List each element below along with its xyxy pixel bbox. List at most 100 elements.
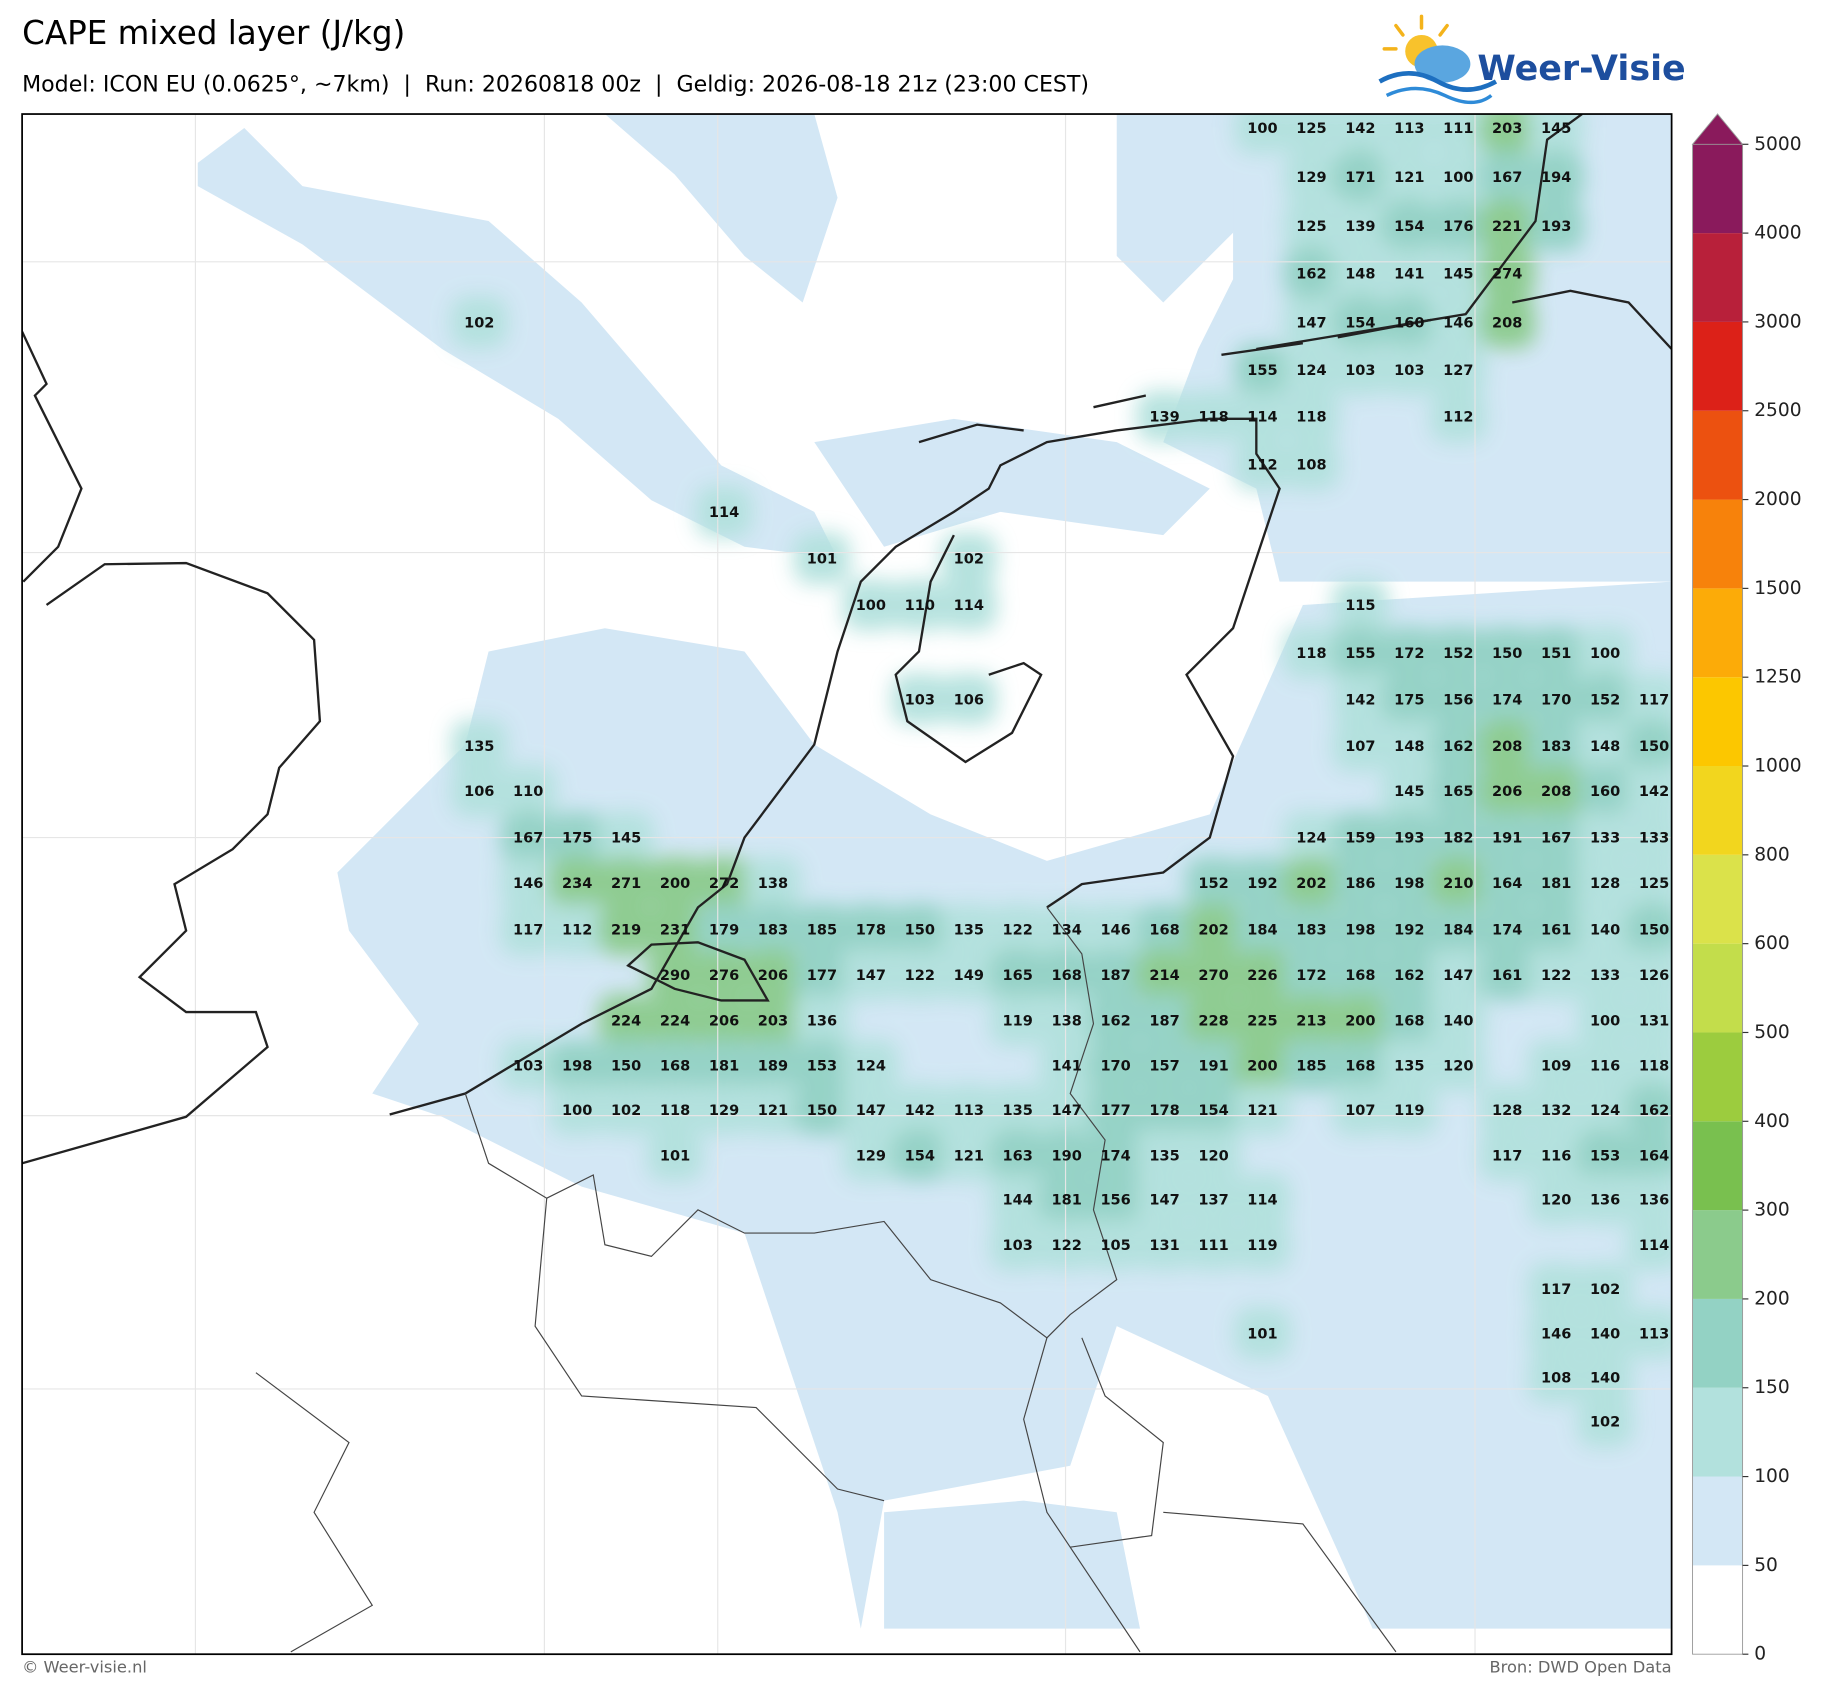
value-label: 138 — [1051, 1013, 1081, 1029]
value-label: 147 — [1051, 1103, 1081, 1119]
value-label: 153 — [1590, 1148, 1620, 1164]
value-label: 200 — [1345, 1013, 1375, 1029]
footer-credit: © Weer-visie.nl — [22, 1658, 147, 1677]
value-cell — [1577, 857, 1634, 909]
value-label: 210 — [1443, 876, 1473, 892]
value-label: 121 — [1247, 1103, 1277, 1119]
value-label: 168 — [660, 1059, 690, 1075]
value-label: 142 — [1345, 692, 1375, 708]
value-cell — [1577, 1263, 1634, 1315]
value-cell — [1381, 114, 1438, 154]
value-label: 172 — [1394, 646, 1424, 662]
value-label: 122 — [905, 968, 935, 984]
value-cell — [842, 1129, 899, 1181]
value-label: 118 — [1198, 410, 1228, 426]
value-cell — [891, 949, 948, 1001]
value-label: 134 — [1051, 923, 1081, 939]
value-label: 271 — [611, 876, 641, 892]
value-cell — [1528, 673, 1585, 725]
value-label: 150 — [1639, 923, 1669, 939]
value-cell — [1479, 627, 1536, 679]
value-cell — [1185, 390, 1242, 443]
colorbar-tick-label: 500 — [1754, 1022, 1790, 1043]
value-cell — [989, 949, 1046, 1001]
value-label: 112 — [1443, 410, 1473, 426]
value-cell — [1038, 1084, 1095, 1136]
value-cell — [549, 1084, 606, 1136]
value-cell — [1381, 247, 1438, 299]
value-cell — [1577, 1395, 1634, 1448]
value-label: 142 — [1345, 121, 1375, 137]
value-cell — [1136, 949, 1193, 1001]
value-label: 171 — [1345, 170, 1375, 186]
value-label: 108 — [1296, 457, 1326, 473]
value-cell — [1430, 720, 1487, 772]
value-label: 139 — [1149, 410, 1179, 426]
value-label: 170 — [1541, 692, 1571, 708]
value-cell — [1332, 247, 1389, 299]
value-cell — [1234, 114, 1291, 154]
value-cell — [1332, 857, 1389, 909]
value-cell — [1528, 1351, 1585, 1403]
value-cell — [1528, 1129, 1585, 1181]
value-cell — [1479, 114, 1536, 154]
colorbar-outline — [1692, 144, 1744, 1655]
value-label: 224 — [660, 1013, 690, 1029]
value-label: 118 — [1296, 410, 1326, 426]
value-label: 225 — [1247, 1013, 1277, 1029]
value-label: 154 — [1394, 219, 1424, 235]
map-frame — [21, 113, 1673, 1656]
value-label: 101 — [807, 552, 837, 568]
value-cell — [1283, 438, 1340, 490]
value-label: 153 — [807, 1059, 837, 1075]
value-label: 124 — [1296, 363, 1326, 379]
value-label: 168 — [1149, 923, 1179, 939]
colorbar-tick-label: 3000 — [1754, 311, 1801, 332]
value-label: 187 — [1149, 1013, 1179, 1029]
value-cell — [1577, 720, 1634, 772]
value-label: 174 — [1492, 923, 1522, 939]
value-cell — [989, 903, 1046, 956]
colorbar-tick-label: 1250 — [1754, 667, 1801, 688]
value-cell — [1332, 994, 1389, 1046]
value-label: 160 — [1590, 784, 1620, 800]
value-label: 103 — [905, 692, 935, 708]
value-cell — [745, 857, 801, 909]
value-label: 231 — [660, 923, 690, 939]
value-cell — [1136, 1129, 1193, 1181]
value-label: 219 — [611, 923, 641, 939]
colorbar-tick-label: 50 — [1754, 1555, 1778, 1576]
value-label: 170 — [1100, 1059, 1130, 1075]
value-cell — [1283, 627, 1340, 679]
value-cell — [1479, 247, 1536, 299]
value-cell — [1381, 949, 1438, 1001]
value-cell — [1234, 903, 1291, 956]
value-label: 149 — [954, 968, 984, 984]
colorbar-segment — [1692, 1298, 1743, 1388]
value-label: 114 — [709, 505, 739, 521]
value-label: 198 — [562, 1059, 592, 1075]
colorbar-tick-label: 2500 — [1754, 400, 1801, 421]
value-cell — [1577, 1040, 1634, 1092]
value-cell — [1038, 949, 1095, 1001]
value-cell — [1577, 627, 1634, 679]
colorbar-segment — [1692, 588, 1743, 678]
value-label: 114 — [1247, 410, 1277, 426]
value-label: 144 — [1003, 1193, 1033, 1209]
value-label: 114 — [1639, 1238, 1669, 1254]
value-cell — [1626, 1219, 1672, 1271]
value-label: 147 — [856, 968, 886, 984]
value-label: 100 — [1590, 646, 1620, 662]
value-label: 136 — [807, 1013, 837, 1029]
value-cell — [1381, 765, 1438, 817]
value-label: 147 — [856, 1103, 886, 1119]
colorbar-segment — [1692, 144, 1743, 234]
value-field — [451, 114, 1672, 1448]
value-label: 102 — [1590, 1415, 1620, 1431]
colorbar-segment — [1692, 943, 1743, 1033]
value-label: 274 — [1492, 267, 1522, 283]
colorbar-tick-label: 100 — [1754, 1466, 1790, 1487]
value-label: 147 — [1296, 315, 1326, 331]
value-label: 129 — [1296, 170, 1326, 186]
value-label: 100 — [1247, 121, 1277, 137]
